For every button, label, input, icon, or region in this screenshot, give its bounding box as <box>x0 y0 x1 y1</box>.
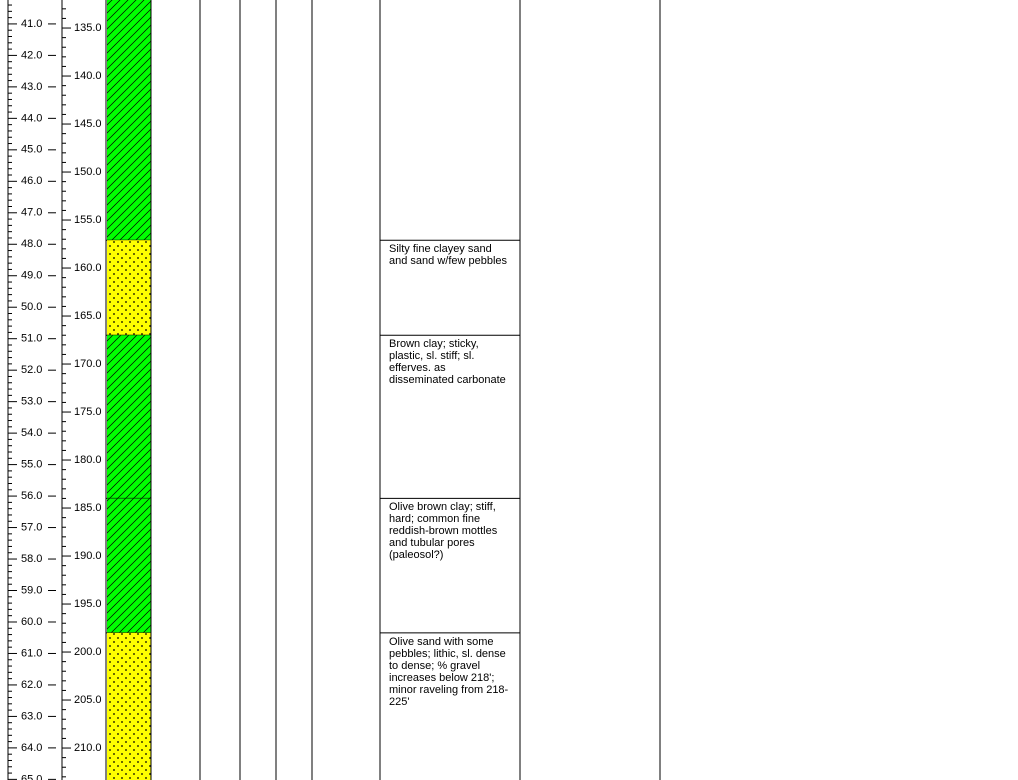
lithology-pattern <box>107 632 151 780</box>
feet-tick-label: 185.0 <box>74 502 102 514</box>
meter-tick-label: 61.0 <box>21 647 42 659</box>
meter-tick-label: 44.0 <box>21 112 42 124</box>
meter-tick-label: 54.0 <box>21 427 42 439</box>
lithology-pattern <box>107 498 151 633</box>
feet-tick-label: 135.0 <box>74 22 102 34</box>
meter-tick-label: 51.0 <box>21 333 42 345</box>
feet-tick-label: 165.0 <box>74 310 102 322</box>
meter-tick-label: 53.0 <box>21 396 42 408</box>
layer-description: Olive sand with some pebbles; lithic, sl… <box>389 635 509 708</box>
feet-tick-label: 140.0 <box>74 70 102 82</box>
feet-tick-label: 200.0 <box>74 646 102 658</box>
feet-tick-label: 190.0 <box>74 550 102 562</box>
feet-tick-label: 205.0 <box>74 694 102 706</box>
feet-tick-label: 150.0 <box>74 166 102 178</box>
feet-tick-label: 170.0 <box>74 358 102 370</box>
meter-tick-label: 60.0 <box>21 616 42 628</box>
meter-tick-label: 63.0 <box>21 710 42 722</box>
meter-tick-label: 43.0 <box>21 81 42 93</box>
meter-tick-label: 62.0 <box>21 679 42 691</box>
feet-tick-label: 155.0 <box>74 214 102 226</box>
meter-tick-label: 49.0 <box>21 270 42 282</box>
meter-tick-label: 57.0 <box>21 521 42 533</box>
feet-tick-label: 180.0 <box>74 454 102 466</box>
feet-tick-label: 210.0 <box>74 742 102 754</box>
meter-tick-label: 64.0 <box>21 742 42 754</box>
meter-tick-label: 50.0 <box>21 301 42 313</box>
feet-tick-label: 145.0 <box>74 118 102 130</box>
meter-tick-label: 59.0 <box>21 584 42 596</box>
meter-tick-label: 58.0 <box>21 553 42 565</box>
meter-tick-label: 41.0 <box>21 18 42 30</box>
meter-tick-label: 48.0 <box>21 238 42 250</box>
meter-tick-label: 46.0 <box>21 175 42 187</box>
meter-tick-label: 65.0 <box>21 773 42 780</box>
lithology-pattern <box>107 335 151 499</box>
meter-tick-label: 42.0 <box>21 49 42 61</box>
lithology-pattern <box>107 0 151 241</box>
meter-tick-label: 52.0 <box>21 364 42 376</box>
feet-tick-label: 195.0 <box>74 598 102 610</box>
layer-description: Silty fine clayey sand and sand w/few pe… <box>389 243 508 268</box>
meter-tick-label: 45.0 <box>21 144 42 156</box>
lithology-pattern <box>107 240 151 336</box>
feet-tick-label: 160.0 <box>74 262 102 274</box>
layer-description: Olive brown clay; stiff, hard; common fi… <box>389 501 498 562</box>
meter-tick-label: 47.0 <box>21 207 42 219</box>
meter-tick-label: 56.0 <box>21 490 42 502</box>
meter-tick-label: 55.0 <box>21 459 42 471</box>
layer-description: Brown clay; sticky, plastic, sl. stiff; … <box>389 338 506 387</box>
feet-tick-label: 175.0 <box>74 406 102 418</box>
